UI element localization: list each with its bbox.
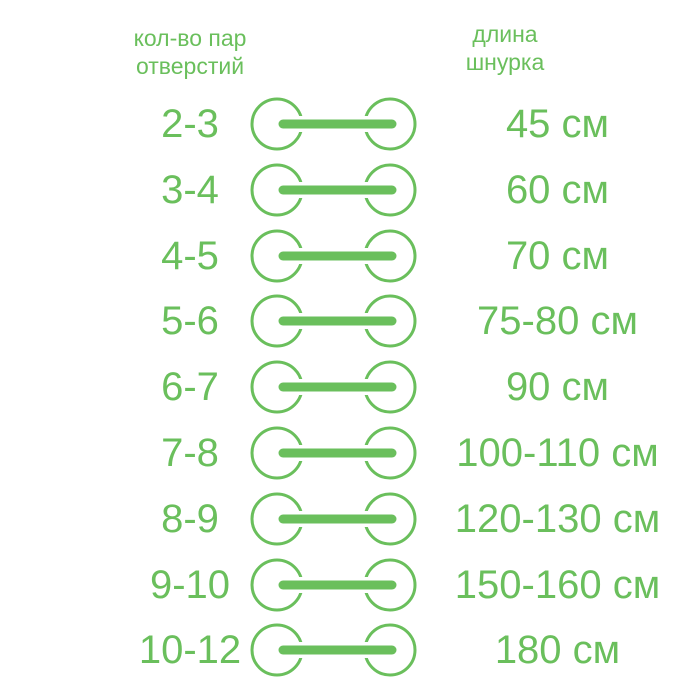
eyelet-lace-icon [250, 163, 417, 217]
eyelet-lace-icon [250, 426, 417, 480]
table-row: 10-12 180 см [0, 618, 700, 684]
hole-pairs-label: 9-10 [149, 562, 231, 607]
eyelet-lace-icon [250, 97, 417, 151]
eyelet-lace-icon [250, 558, 417, 612]
table-row: 4-5 70 см [0, 224, 700, 290]
table-row: 9-10 150-160 см [0, 553, 700, 619]
hole-pairs-label: 10-12 [138, 628, 242, 673]
lace-length-label: 90 см [505, 365, 610, 410]
eyelet-lace-icon [250, 294, 417, 348]
hole-pairs-label: 2-3 [161, 102, 219, 146]
hole-pairs-label: 6-7 [161, 365, 219, 410]
hole-pairs-label: 7-8 [161, 431, 219, 475]
eyelet-lace-icon [250, 492, 417, 546]
table-row: 8-9 120-130 см [0, 487, 700, 553]
lace-length-label: 150-160 см [454, 562, 661, 607]
eyelet-lace-icon [250, 229, 417, 283]
pairs-header: кол-во пар отверстий [95, 24, 285, 80]
eyelet-lace-icon [250, 623, 417, 677]
lace-length-label: 60 см [505, 167, 610, 212]
length-header-line2: шнурка [465, 49, 545, 75]
table-row: 6-7 90 см [0, 355, 700, 421]
hole-pairs-label: 4-5 [161, 233, 219, 278]
table-row: 7-8 100-110 см [0, 421, 700, 487]
lace-length-label: 180 см [494, 628, 621, 673]
eyelet-lace-icon [250, 360, 417, 414]
hole-pairs-label: 8-9 [161, 496, 219, 541]
lace-length-label: 120-130 см [454, 496, 661, 541]
table-row: 3-4 60 см [0, 158, 700, 224]
lace-length-label: 45 см [505, 102, 610, 146]
length-header: длина шнурка [420, 20, 590, 76]
lace-length-label: 75-80 см [477, 299, 638, 344]
hole-pairs-label: 3-4 [161, 167, 219, 212]
hole-pairs-label: 5-6 [161, 299, 219, 344]
pairs-header-line1: кол-во пар [133, 25, 247, 51]
table-row: 5-6 75-80 см [0, 289, 700, 355]
lace-length-label: 70 см [505, 233, 610, 278]
table-row: 2-3 45 см [0, 92, 700, 158]
pairs-header-line2: отверстий [135, 53, 245, 79]
lace-length-label: 100-110 см [456, 431, 659, 475]
length-header-line1: длина [472, 21, 538, 47]
